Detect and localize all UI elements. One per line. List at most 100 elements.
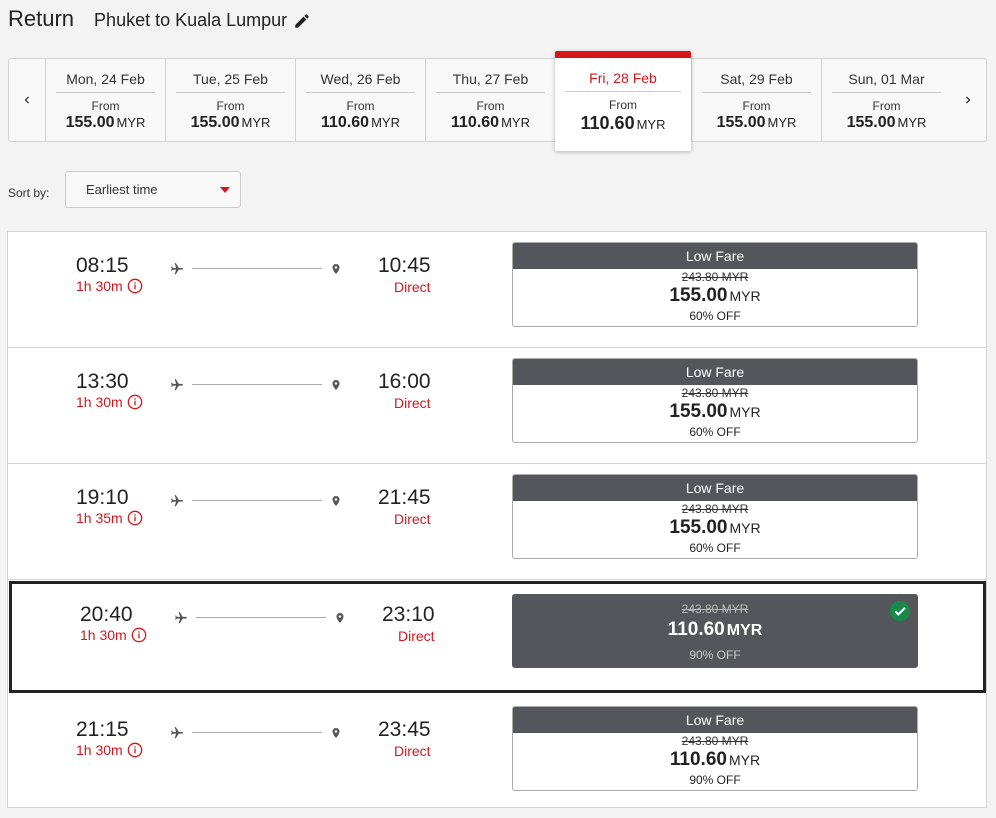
info-icon[interactable] — [131, 627, 147, 643]
duration-text: 1h 30m — [76, 394, 123, 410]
flight-duration: 1h 30m — [80, 627, 147, 643]
route-label: Phuket to Kuala Lumpur — [94, 10, 288, 30]
duration-text: 1h 30m — [76, 742, 123, 758]
date-tab-from: From — [216, 99, 245, 113]
check-circle-icon — [889, 600, 911, 622]
flight-duration: 1h 30m — [76, 278, 143, 294]
fare-price: 110.60 MYR — [513, 619, 917, 641]
fare-option[interactable]: Low Fare 243.80 MYR 110.60 MYR 90% OFF — [512, 706, 918, 791]
date-tab-price: 155.00 MYR — [166, 114, 295, 132]
original-price: 243.80 MYR — [681, 734, 749, 748]
previous-dates-button[interactable] — [9, 59, 45, 141]
date-tab[interactable]: Fri, 28 Feb From 110.60 MYR — [555, 51, 691, 151]
date-tab-from: From — [742, 99, 771, 113]
fare-currency: MYR — [728, 752, 761, 768]
date-tab[interactable]: Thu, 27 Feb From 110.60 MYR — [425, 59, 555, 141]
info-icon[interactable] — [127, 510, 143, 526]
route-title: Phuket to Kuala Lumpur — [94, 10, 311, 31]
fare-option[interactable]: Low Fare 243.80 MYR 155.00 MYR 60% OFF — [512, 242, 918, 327]
departure-time: 13:30 — [76, 370, 129, 393]
route-line — [192, 384, 322, 385]
date-tab-currency: MYR — [501, 115, 530, 130]
date-tab-amount: 155.00 — [190, 114, 240, 131]
date-tab-amount: 155.00 — [846, 114, 896, 131]
caret-down-icon — [220, 187, 230, 193]
date-tab[interactable]: Mon, 24 Feb From 155.00 MYR — [45, 59, 165, 141]
chevron-right-icon — [966, 96, 971, 104]
page-header: Return Phuket to Kuala Lumpur — [8, 6, 311, 34]
location-pin-icon — [332, 380, 340, 390]
route-line — [196, 617, 326, 618]
discount-label: 60% OFF — [689, 309, 741, 323]
fare-currency: MYR — [729, 288, 761, 304]
route-line — [192, 500, 322, 501]
fare-currency: MYR — [726, 622, 763, 639]
date-tab-currency: MYR — [897, 115, 927, 130]
info-icon[interactable] — [127, 742, 143, 758]
fare-name: Low Fare — [513, 243, 917, 269]
arrival-time: 10:45 — [378, 254, 431, 277]
fare-name: Low Fare — [513, 359, 917, 385]
fare-amount: 110.60 — [669, 749, 727, 770]
original-price: 243.80 MYR — [681, 502, 749, 516]
date-tab-currency: MYR — [636, 117, 666, 132]
date-tab-amount: 110.60 — [580, 113, 635, 133]
date-tab-date: Thu, 27 Feb — [436, 59, 545, 93]
location-pin-icon — [332, 496, 340, 506]
stops-label: Direct — [394, 511, 431, 527]
date-selector: Mon, 24 Feb From 155.00 MYR Tue, 25 Feb From 1… — [8, 51, 987, 151]
arrival-time: 16:00 — [378, 370, 431, 393]
fare-amount: 155.00 — [669, 285, 728, 306]
fare-option[interactable]: Low Fare 243.80 MYR 155.00 MYR 60% OFF — [512, 474, 918, 559]
stops-label: Direct — [394, 279, 431, 295]
pencil-icon[interactable] — [293, 12, 311, 30]
fare-amount: 155.00 — [669, 517, 728, 538]
page-title: Return — [8, 6, 75, 31]
departure-time: 08:15 — [76, 254, 129, 277]
discount-label: 90% OFF — [689, 648, 741, 662]
date-tab-from: From — [346, 99, 375, 113]
date-tab[interactable]: Tue, 25 Feb From 155.00 MYR — [165, 59, 295, 141]
flight-row: 08:15 1h 30m 10:45 Direct Low Fare 243.80 MYR… — [8, 232, 986, 348]
date-tab[interactable]: Wed, 26 Feb From 110.60 MYR — [295, 59, 425, 141]
date-tab-price: 155.00 MYR — [692, 114, 821, 132]
arrival-time: 23:10 — [382, 603, 435, 626]
plane-icon — [171, 379, 183, 391]
date-tab-amount: 155.00 — [716, 114, 766, 131]
date-tab-date: Tue, 25 Feb — [176, 59, 285, 93]
fare-amount: 155.00 — [669, 401, 728, 422]
fare-option[interactable]: Low Fare 243.80 MYR 155.00 MYR 60% OFF — [512, 358, 918, 443]
date-tab-amount: 110.60 — [321, 114, 370, 131]
date-tab[interactable]: Sun, 01 Mar From 155.00 MYR — [821, 59, 951, 141]
original-price: 243.80 MYR — [681, 386, 749, 400]
next-dates-button[interactable] — [950, 59, 986, 141]
info-icon[interactable] — [127, 394, 143, 410]
flight-duration: 1h 35m — [76, 510, 143, 526]
flight-duration: 1h 30m — [76, 394, 143, 410]
flight-list: 08:15 1h 30m 10:45 Direct Low Fare 243.80 MYR… — [7, 231, 987, 808]
original-price: 243.80 MYR — [681, 602, 749, 616]
duration-text: 1h 30m — [80, 627, 127, 643]
discount-label: 60% OFF — [689, 541, 741, 555]
discount-label: 60% OFF — [689, 425, 741, 439]
plane-icon — [175, 612, 187, 624]
arrival-time: 21:45 — [378, 486, 431, 509]
route-line — [192, 268, 322, 269]
date-tab-from: From — [872, 99, 901, 113]
flight-row: 19:10 1h 35m 21:45 Direct Low Fare 243.80 MYR… — [8, 464, 986, 580]
departure-time: 21:15 — [76, 718, 129, 741]
date-tab-date: Mon, 24 Feb — [56, 59, 155, 93]
fare-currency: MYR — [729, 520, 761, 536]
flight-row: 21:15 1h 30m 23:45 Direct Low Fare 243.80 MYR… — [8, 696, 986, 808]
fare-price: 155.00 MYR — [513, 517, 917, 539]
sort-label: Sort by: — [8, 186, 50, 200]
duration-text: 1h 35m — [76, 510, 123, 526]
date-tab-price: 110.60 MYR — [426, 114, 555, 132]
flight-duration: 1h 30m — [76, 742, 143, 758]
info-icon[interactable] — [127, 278, 143, 294]
date-tab-price: 110.60 MYR — [555, 113, 691, 134]
sort-dropdown[interactable]: Earliest time — [65, 171, 241, 208]
fare-currency: MYR — [729, 404, 761, 420]
fare-option-selected[interactable]: 243.80 MYR 110.60 MYR 90% OFF — [512, 594, 918, 668]
date-tab[interactable]: Sat, 29 Feb From 155.00 MYR — [691, 59, 821, 141]
